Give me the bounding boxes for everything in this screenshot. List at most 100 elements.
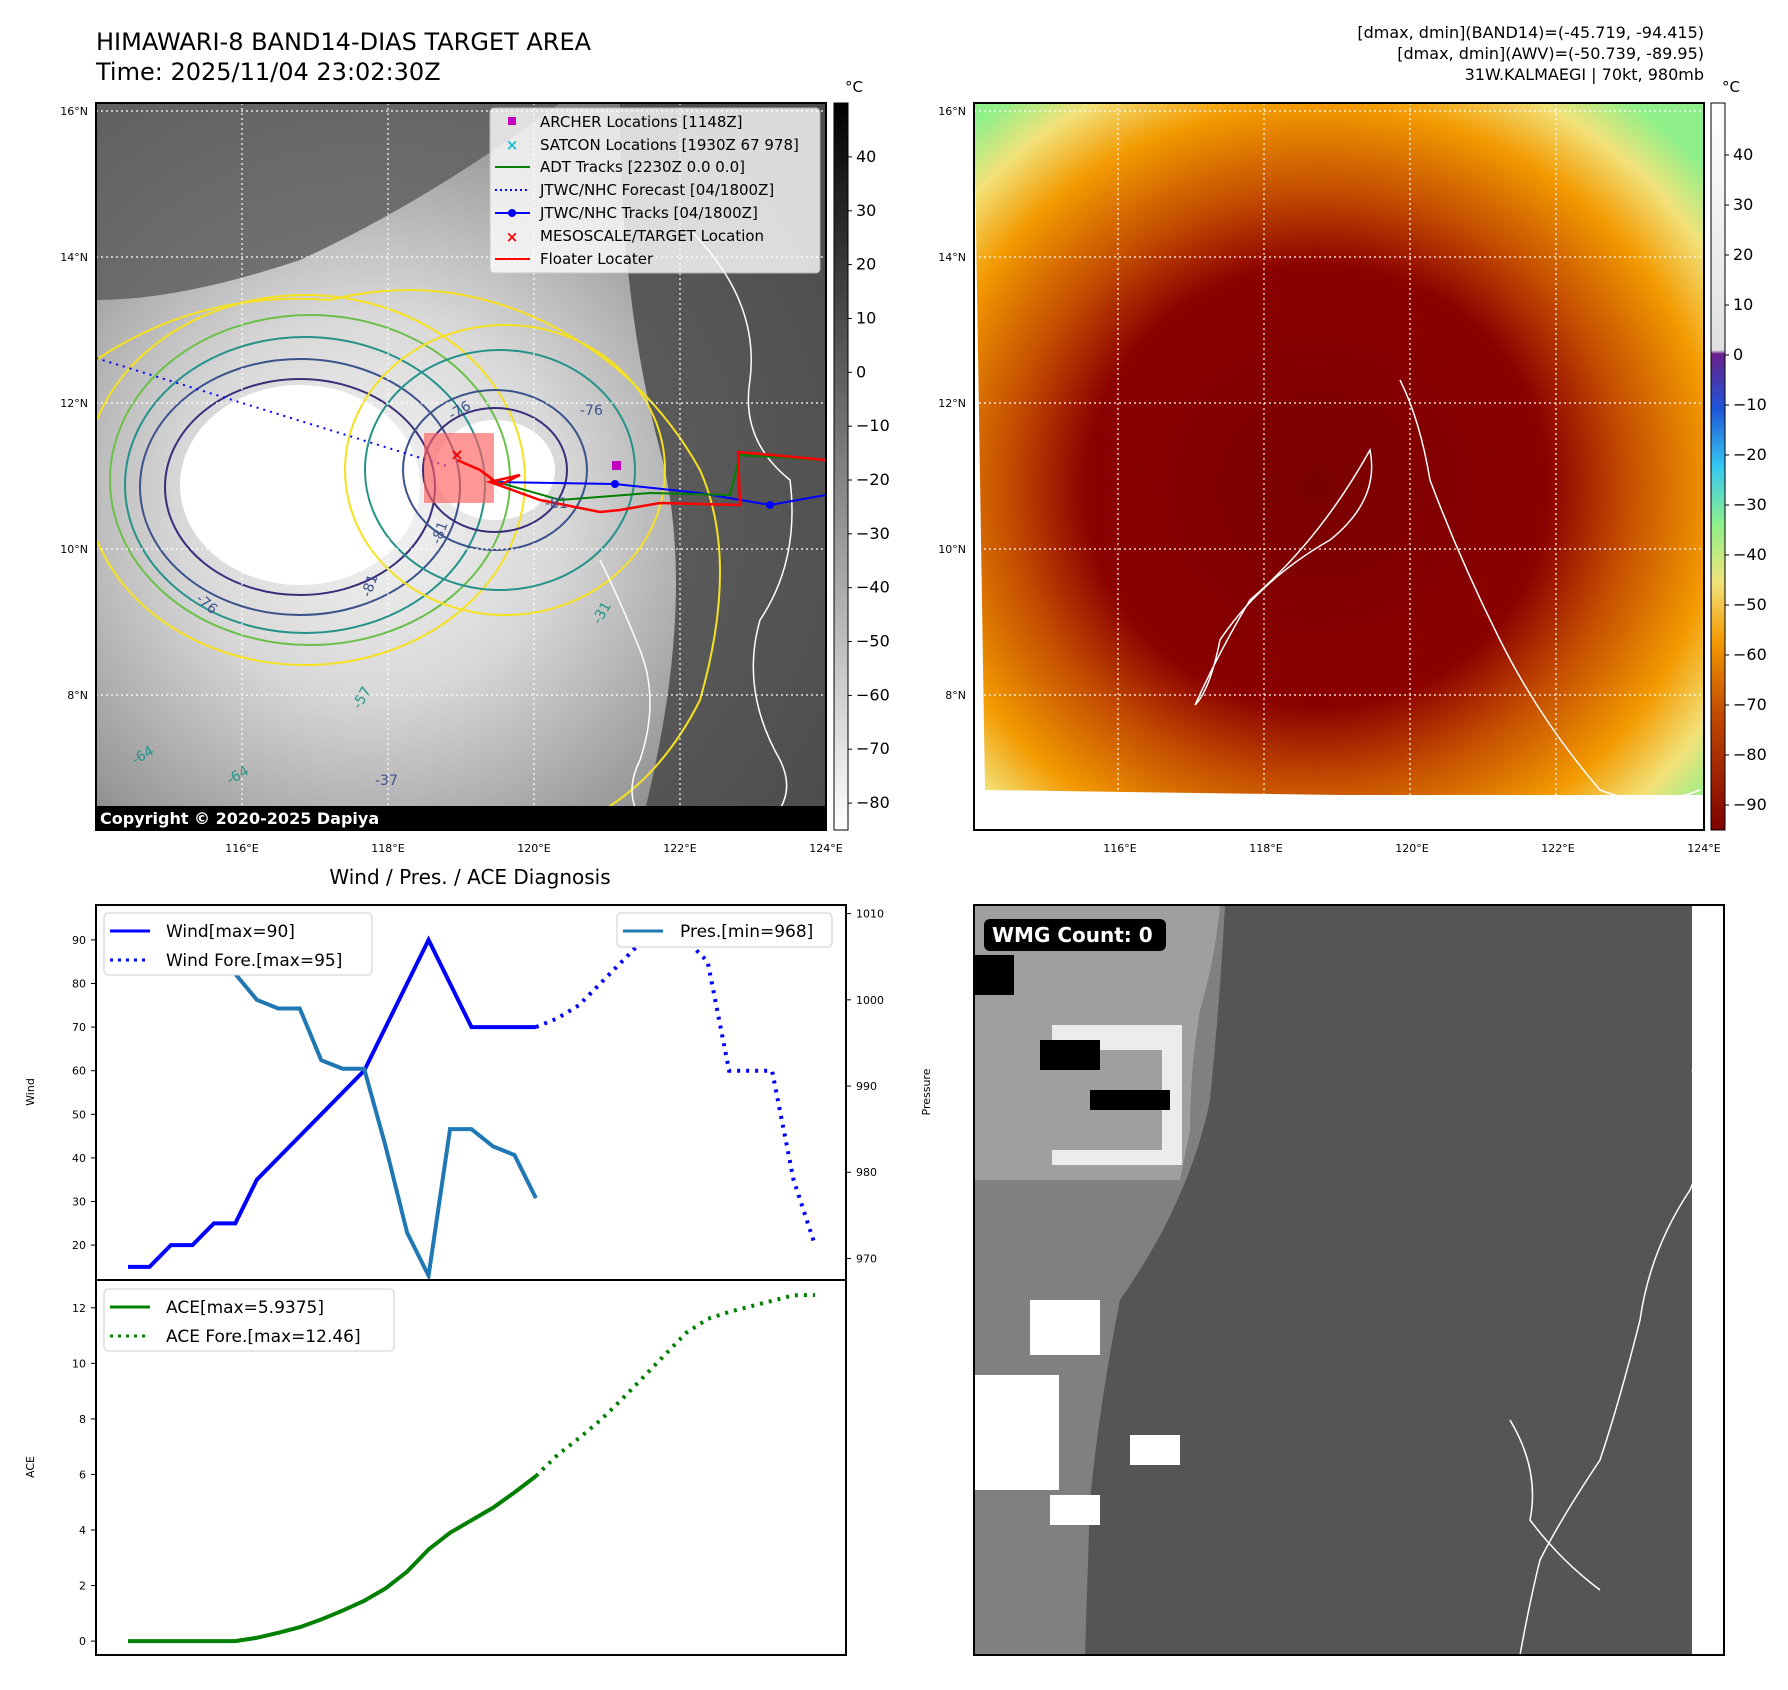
wmg-count-label: WMG Count: 0 bbox=[992, 923, 1153, 947]
ir-colorbar bbox=[833, 102, 849, 831]
awv-gridlines bbox=[974, 103, 1704, 830]
y-tick: 70 bbox=[72, 1021, 86, 1034]
lon-label: 120°E bbox=[517, 842, 550, 855]
colorbar-tick: 40 bbox=[856, 147, 876, 166]
colorbar-tick: −10 bbox=[856, 416, 890, 435]
y-tick: 40 bbox=[72, 1152, 86, 1165]
lat-label: 16°N bbox=[60, 105, 88, 118]
wmg-frame bbox=[973, 904, 1725, 1656]
lon-label: 120°E bbox=[1395, 842, 1428, 855]
coastline-2 bbox=[599, 559, 651, 830]
colorbar-tick: −60 bbox=[856, 685, 890, 704]
jtwc-track bbox=[489, 481, 826, 507]
y-tick: 0 bbox=[79, 1635, 86, 1648]
wind-axis-label: Wind bbox=[24, 1078, 37, 1106]
contour-teal-east bbox=[364, 349, 636, 591]
ace-axis-label: ACE bbox=[24, 1456, 37, 1478]
ace-y-ticks: 0 2 4 6 8 10 12 bbox=[72, 1302, 96, 1648]
svg-text:-37: -37 bbox=[375, 773, 398, 789]
ace-legend: ACE[max=5.9375] ACE Fore.[max=12.46] bbox=[103, 1288, 395, 1352]
contour-yellow bbox=[96, 294, 526, 666]
contour-yellow-east bbox=[344, 324, 666, 616]
svg-text:-81: -81 bbox=[359, 572, 382, 599]
colorbar-tick: −50 bbox=[856, 632, 890, 651]
y-tick: 20 bbox=[72, 1239, 86, 1252]
colorbar-tick: −30 bbox=[1733, 495, 1767, 514]
lat-label: 16°N bbox=[938, 105, 966, 118]
floater-locater-track bbox=[456, 450, 826, 514]
y-tick: 10 bbox=[72, 1357, 86, 1370]
ir-lat-labels: 16°N 14°N 12°N 10°N 8°N bbox=[60, 105, 88, 702]
colorbar-tick: −80 bbox=[1733, 745, 1767, 764]
ace-forecast-legend-label: ACE Fore.[max=12.46] bbox=[166, 1327, 361, 1347]
colorbar-tick: 20 bbox=[856, 255, 876, 274]
lat-label: 8°N bbox=[945, 689, 966, 702]
colorbar-tick: −80 bbox=[856, 793, 890, 812]
ir-clear-sky bbox=[620, 103, 826, 830]
pressure-legend-label: Pres.[min=968] bbox=[680, 922, 813, 942]
legend-archer-label: ARCHER Locations [1148Z] bbox=[540, 113, 743, 131]
pressure-axis-label: Pressure bbox=[920, 1068, 933, 1115]
ir-clear-sky-north bbox=[96, 103, 560, 300]
awv-image bbox=[974, 103, 1704, 800]
wind-legend-label: Wind[max=90] bbox=[166, 922, 295, 942]
legend-target-icon: × bbox=[506, 228, 519, 246]
y-tick: 6 bbox=[79, 1468, 86, 1481]
colorbar-tick: −70 bbox=[1733, 695, 1767, 714]
lon-label: 118°E bbox=[371, 842, 404, 855]
colorbar-tick: −50 bbox=[1733, 595, 1767, 614]
lat-label: 12°N bbox=[60, 397, 88, 410]
pressure-legend: Pres.[min=968] bbox=[616, 912, 833, 948]
lat-label: 10°N bbox=[938, 543, 966, 556]
copyright-band bbox=[96, 806, 826, 830]
info-line-2: [dmax, dmin](AWV)=(-50.739, -89.95) bbox=[1397, 44, 1704, 63]
ir-lon-labels: 116°E 118°E 120°E 122°E 124°E bbox=[225, 842, 842, 855]
colorbar-tick: −20 bbox=[1733, 445, 1767, 464]
legend-adt-label: ADT Tracks [2230Z 0.0 0.0] bbox=[540, 158, 745, 176]
lat-label: 14°N bbox=[60, 251, 88, 264]
legend-archer-icon bbox=[508, 117, 516, 125]
awv-colorbar-ticks: 40 30 20 10 0 −10 −20 −30 −40 −50 −60 −70 −80 −90 bbox=[1725, 145, 1767, 814]
awv-lon-labels: 116°E 118°E 120°E 122°E 124°E bbox=[1103, 842, 1720, 855]
y-tick: 2 bbox=[79, 1580, 86, 1593]
y-tick: 80 bbox=[72, 977, 86, 990]
y-tick: 8 bbox=[79, 1413, 86, 1426]
colorbar-tick: 10 bbox=[856, 308, 876, 327]
ir-gridlines bbox=[96, 103, 826, 830]
colorbar-tick: −40 bbox=[1733, 545, 1767, 564]
wind-forecast-legend-label: Wind Fore.[max=95] bbox=[166, 951, 342, 971]
contour-blue-east bbox=[402, 389, 588, 551]
legend-tracks-label: JTWC/NHC Tracks [04/1800Z] bbox=[539, 204, 758, 222]
y-tick: 1000 bbox=[856, 994, 884, 1007]
lat-label: 8°N bbox=[67, 689, 88, 702]
wind-series bbox=[128, 915, 817, 1269]
y-tick: 30 bbox=[72, 1196, 86, 1209]
wind-legend: Wind[max=90] Wind Fore.[max=95] bbox=[103, 912, 373, 976]
target-area-box bbox=[424, 433, 494, 503]
lon-label: 124°E bbox=[809, 842, 842, 855]
awv-map bbox=[974, 103, 1704, 830]
colorbar-tick: −30 bbox=[856, 524, 890, 543]
colorbar-tick: 0 bbox=[1733, 345, 1743, 364]
awv-coastline bbox=[1194, 447, 1373, 706]
wind-line bbox=[128, 935, 536, 1269]
awv-map-frame bbox=[973, 102, 1705, 831]
lon-label: 124°E bbox=[1687, 842, 1720, 855]
colorbar-tick: 40 bbox=[1733, 145, 1753, 164]
y-tick: 1010 bbox=[856, 908, 884, 921]
pressure-y-ticks: 970 980 990 1000 1010 bbox=[846, 908, 884, 1265]
wmg-count-badge bbox=[984, 919, 1166, 951]
awv-colorbar bbox=[1710, 102, 1726, 831]
jtwc-track-points bbox=[611, 480, 774, 509]
legend-satcon-label: SATCON Locations [1930Z 67 978] bbox=[540, 136, 799, 154]
y-tick: 90 bbox=[72, 934, 86, 947]
lon-label: 122°E bbox=[663, 842, 696, 855]
ir-legend: ARCHER Locations [1148Z] × SATCON Locati… bbox=[489, 107, 821, 274]
awv-colorbar-unit: °C bbox=[1722, 78, 1740, 96]
ace-line bbox=[128, 1474, 538, 1644]
colorbar-tick: −70 bbox=[856, 739, 890, 758]
y-tick: 50 bbox=[72, 1108, 86, 1121]
lat-label: 12°N bbox=[938, 397, 966, 410]
ace-series bbox=[128, 1293, 816, 1644]
lon-label: 116°E bbox=[1103, 842, 1136, 855]
